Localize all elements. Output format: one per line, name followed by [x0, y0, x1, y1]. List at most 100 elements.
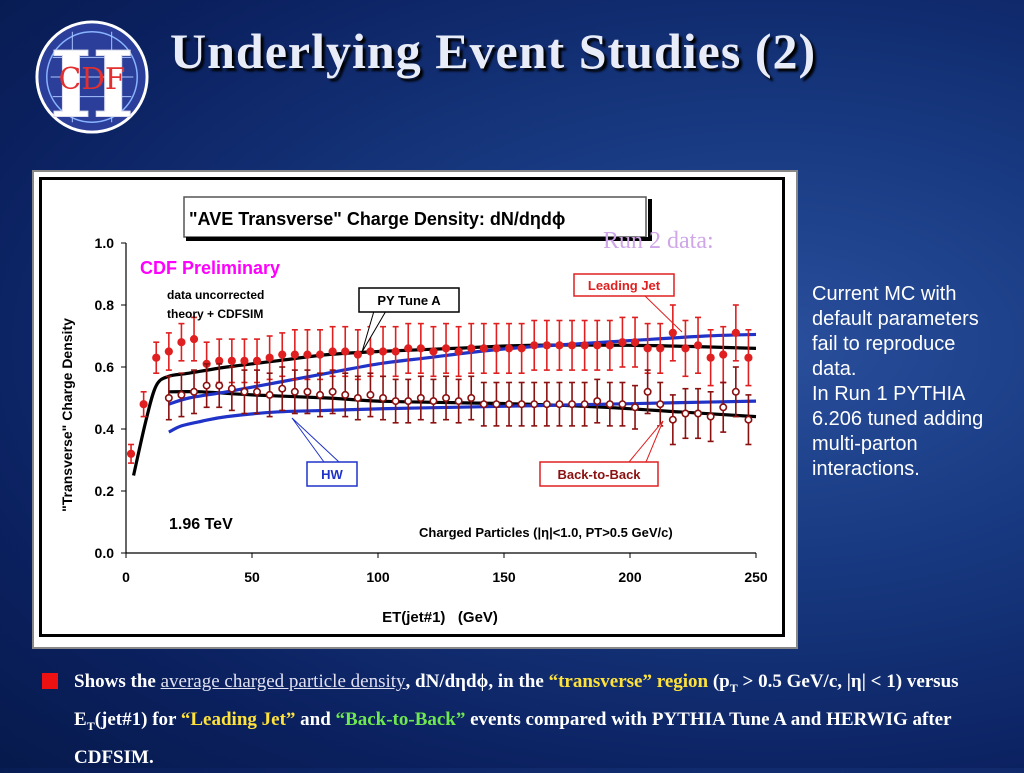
leading-jet-point — [706, 353, 715, 362]
leading-jet-point — [605, 341, 614, 350]
svg-text:PY Tune A: PY Tune A — [377, 293, 441, 308]
leading-jet-point — [290, 350, 299, 359]
back-to-back-point — [328, 387, 337, 396]
y-tick-label: 0.8 — [95, 297, 115, 313]
leading-jet-point — [328, 347, 337, 356]
leading-jet-point — [252, 356, 262, 365]
back-to-back-point — [202, 381, 211, 390]
x-tick-label: 200 — [618, 569, 642, 585]
back-to-back-point — [454, 397, 463, 406]
back-to-back-point — [353, 394, 362, 403]
hw-callout: HW — [291, 417, 358, 487]
hw-curve — [168, 332, 757, 406]
svg-text:CDF: CDF — [59, 62, 126, 96]
back-to-back-point — [706, 412, 715, 421]
back-to-back-point — [580, 400, 589, 409]
leading-jet-point — [416, 344, 425, 353]
leading-jet-point — [177, 338, 186, 347]
leading-jet-point — [378, 347, 388, 356]
back-to-back-point — [542, 400, 551, 409]
back-to-back-point — [265, 390, 274, 399]
back-to-back-point — [290, 387, 299, 396]
side-note-line: data. — [812, 358, 857, 380]
back-to-back-point — [253, 387, 262, 396]
theory-cdfsim-label: theory + CDFSIM — [167, 307, 263, 321]
density-link[interactable]: average charged particle density — [160, 671, 406, 692]
x-tick-label: 100 — [366, 569, 390, 585]
x-tick-label: 250 — [744, 569, 768, 585]
back-to-back-point — [379, 394, 388, 403]
chart-frame — [39, 177, 785, 637]
back-to-back-point — [492, 400, 501, 409]
leading-jet-point — [454, 347, 463, 356]
uncorrected-label: data uncorrected — [167, 288, 264, 302]
leading-jet-point — [593, 341, 602, 350]
leading-jet-point — [555, 341, 564, 350]
back-to-back-point — [391, 397, 400, 406]
leading-jet-point — [278, 350, 287, 359]
leading-jet-point — [315, 350, 325, 359]
leading-jet-point — [643, 344, 652, 353]
back-to-back-point — [164, 394, 173, 403]
back-to-back-point — [467, 394, 476, 403]
back-to-back-point — [416, 394, 425, 403]
leading-jet-point — [164, 347, 173, 356]
y-tick-label: 0.6 — [95, 359, 115, 375]
leading-jet-point — [744, 353, 753, 362]
y-tick-label: 0.0 — [95, 545, 115, 561]
leading-jet-point — [341, 347, 350, 356]
leading-jet-point — [404, 344, 413, 353]
side-note: Current MC with default parameters fail … — [812, 282, 1022, 482]
cuts-label: Charged Particles (|η|<1.0, PT>0.5 GeV/c… — [419, 525, 673, 540]
leading-jet-point — [492, 344, 501, 353]
leading-jet-point — [517, 344, 526, 353]
x-tick-label: 0 — [122, 569, 130, 585]
cdf-preliminary-label: CDF Preliminary — [140, 258, 280, 278]
back-to-back-point — [429, 397, 438, 406]
leading-jet-point — [429, 347, 438, 356]
y-tick-label: 1.0 — [95, 235, 115, 251]
svg-text:Back-to-Back: Back-to-Back — [557, 467, 641, 482]
leading-jet-point — [580, 341, 589, 350]
back-to-back-point — [240, 387, 249, 396]
leading-jet-point — [139, 400, 148, 409]
bullet-text: Shows the average charged particle densi… — [74, 671, 959, 768]
y-tick-label: 0.2 — [95, 483, 115, 499]
leading-jet-point — [542, 341, 551, 350]
y-axis-label: "Transverse" Charge Density — [59, 318, 75, 512]
leading-jet-point — [391, 347, 400, 356]
back-to-back-point — [505, 400, 514, 409]
leading-jet-point — [265, 353, 274, 362]
leading-jet-callout: Leading Jet — [573, 273, 683, 333]
back-to-back-point — [278, 384, 287, 393]
py-tune-a-curve — [168, 389, 757, 419]
leading-jet-point — [152, 353, 161, 362]
leading-jet-point — [693, 341, 703, 350]
leading-jet-point — [504, 344, 514, 353]
back-to-back-point — [517, 400, 526, 409]
svg-text:HW: HW — [321, 467, 343, 482]
back-to-back-point — [190, 387, 199, 396]
side-note-line: interactions. — [812, 458, 920, 480]
back-to-back-point — [530, 400, 539, 409]
back-to-back-point — [568, 400, 577, 409]
side-note-line: default parameters — [812, 308, 979, 330]
py-tune-a-callout: PY Tune A — [358, 287, 460, 353]
back-to-back-point — [366, 390, 375, 399]
leading-jet-point — [668, 328, 677, 337]
leading-jet-point — [366, 347, 375, 356]
back-to-back-point — [555, 400, 564, 409]
back-to-back-point — [177, 390, 186, 399]
leading-jet-point — [567, 341, 577, 350]
leading-jet-point — [656, 344, 665, 353]
back-to-back-point — [731, 387, 740, 396]
leading-jet-point — [441, 344, 451, 353]
x-axis-label: ET(jet#1) (GeV) — [382, 609, 498, 626]
back-to-back-point — [227, 384, 236, 393]
bullet-square-icon — [42, 673, 58, 689]
cdf-logo: II CDF — [35, 20, 149, 136]
leading-jet-point — [126, 449, 136, 458]
back-to-back-point — [668, 415, 677, 424]
back-to-back-point — [618, 400, 627, 409]
leading-jet-point — [681, 344, 690, 353]
